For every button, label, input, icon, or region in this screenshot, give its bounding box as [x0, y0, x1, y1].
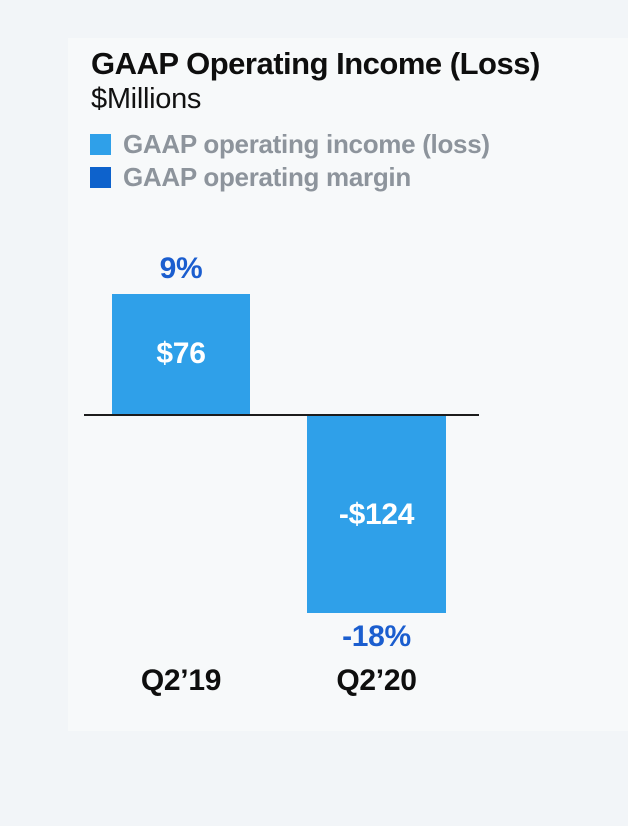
- legend-swatch-margin-icon: [90, 167, 111, 188]
- legend-item-operating-income: GAAP operating income (loss): [90, 129, 490, 159]
- category-label-q2-20: Q2’20: [336, 664, 417, 697]
- legend-swatch-income-icon: [90, 134, 111, 155]
- legend: GAAP operating income (loss) GAAP operat…: [90, 129, 490, 200]
- bar-q2-20: -$124: [307, 416, 446, 613]
- chart-title: GAAP Operating Income (Loss): [91, 46, 540, 81]
- zero-axis-line: [84, 414, 479, 416]
- bar-q2-19: $76: [112, 294, 250, 414]
- legend-item-operating-margin: GAAP operating margin: [90, 162, 490, 192]
- legend-label-operating-margin: GAAP operating margin: [123, 162, 411, 192]
- category-label-q2-19: Q2’19: [140, 664, 222, 697]
- bar-value-q2-19: $76: [156, 337, 206, 370]
- chart-subtitle: $Millions: [91, 83, 202, 115]
- margin-label-q2-19: 9%: [159, 252, 203, 285]
- margin-label-q2-20: -18%: [342, 620, 411, 653]
- legend-label-operating-income: GAAP operating income (loss): [123, 129, 490, 159]
- bar-value-q2-20: -$124: [338, 497, 415, 531]
